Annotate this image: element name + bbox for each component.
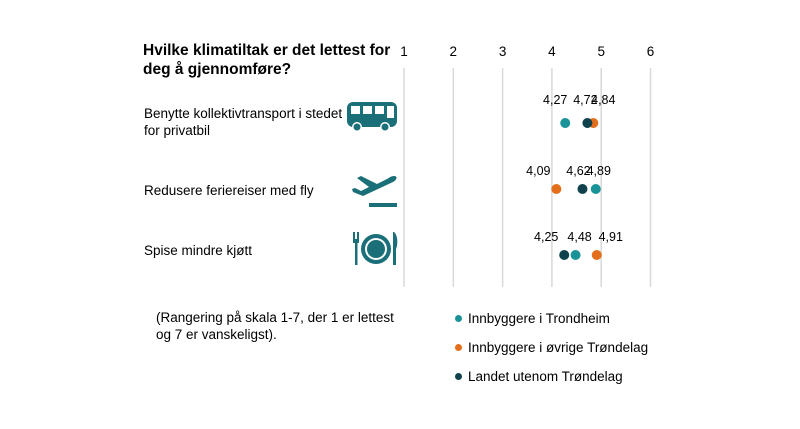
data-point <box>577 184 588 194</box>
data-label: 4,27 <box>543 93 567 107</box>
data-label: 4,84 <box>591 93 615 107</box>
category-label-fewer-flights: Redusere feriereiser med fly <box>144 183 314 198</box>
data-label: 4,48 <box>567 230 591 244</box>
data-point <box>591 250 602 260</box>
x-tick-label: 1 <box>400 44 408 59</box>
legend-swatch <box>455 315 462 322</box>
legend: Innbyggere i Trondheim Innbyggere i øvri… <box>455 310 648 397</box>
data-label: 4,91 <box>599 230 623 244</box>
x-tick-label: 3 <box>499 44 507 59</box>
category-label-less-meat: Spise mindre kjøtt <box>144 243 253 258</box>
bus-icon <box>347 102 397 132</box>
x-tick-label: 4 <box>548 44 556 59</box>
data-label: 4,09 <box>526 164 550 178</box>
legend-item-ovrige-trondelag: Innbyggere i øvrige Trøndelag <box>455 339 648 356</box>
legend-label: Landet utenom Trøndelag <box>468 369 623 384</box>
data-point <box>560 118 571 128</box>
data-point <box>559 250 570 260</box>
data-label: 4,72 <box>573 93 597 107</box>
legend-item-trondheim: Innbyggere i Trondheim <box>455 310 648 327</box>
legend-swatch <box>455 373 462 380</box>
data-point <box>551 184 562 194</box>
x-tick-label: 5 <box>597 44 605 59</box>
data-label: 4,62 <box>566 164 590 178</box>
data-label: 4,89 <box>587 164 611 178</box>
airplane-icon <box>352 176 397 207</box>
x-tick-label: 2 <box>450 44 458 59</box>
legend-label: Innbyggere i Trondheim <box>468 311 610 326</box>
category-label-public-transport: Benytte kollektivtransport i stedet for … <box>144 106 343 138</box>
legend-label: Innbyggere i øvrige Trøndelag <box>468 340 649 355</box>
legend-item-landet: Landet utenom Trøndelag <box>455 368 648 385</box>
scale-note: (Rangering på skala 1-7, der 1 er lettes… <box>156 310 394 342</box>
data-point <box>582 118 593 128</box>
legend-swatch <box>455 344 462 351</box>
data-point <box>570 250 581 260</box>
chart-title: Hvilke klimatiltak er det lettest for de… <box>143 42 391 78</box>
x-tick-label: 6 <box>647 44 655 59</box>
data-label: 4,25 <box>534 230 558 244</box>
data-point <box>590 184 601 194</box>
plate-cutlery-icon <box>353 232 398 265</box>
